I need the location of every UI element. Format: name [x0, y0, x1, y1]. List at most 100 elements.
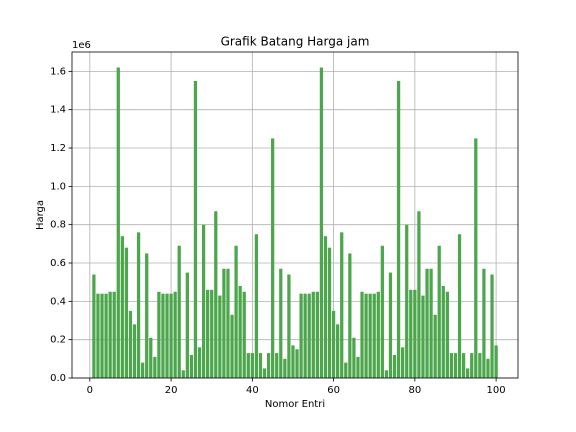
bar: [242, 291, 246, 378]
bar: [478, 353, 482, 378]
bar: [482, 268, 486, 378]
bar: [441, 286, 445, 378]
bar: [311, 291, 315, 378]
bar: [466, 368, 470, 378]
bar: [425, 268, 429, 378]
bar: [470, 353, 474, 378]
bar: [287, 274, 291, 378]
bar: [315, 291, 319, 378]
bar: [356, 356, 360, 378]
bar: [336, 324, 340, 378]
x-tick-label: 100: [487, 385, 506, 396]
bar: [388, 272, 393, 378]
bar: [149, 337, 153, 378]
y-tick-label: 1.4: [50, 105, 66, 116]
bar: [214, 211, 218, 378]
bar: [275, 353, 279, 378]
x-tick-label: 0: [87, 385, 93, 396]
bar: [201, 224, 206, 378]
bar: [364, 293, 368, 378]
bar: [157, 291, 161, 378]
y-tick-label: 0.0: [50, 373, 66, 384]
bar: [396, 80, 401, 378]
bar: [92, 274, 96, 378]
bar: [120, 236, 124, 378]
bar: [344, 362, 348, 378]
bar: [136, 232, 141, 378]
bar: [307, 293, 311, 378]
bar: [457, 234, 462, 378]
y-tick-label: 0.8: [50, 220, 66, 231]
y-tick-label: 0.2: [50, 335, 66, 346]
bar: [486, 358, 490, 378]
bar: [283, 358, 287, 378]
bar: [250, 353, 254, 378]
bar: [413, 289, 417, 378]
bar: [226, 268, 230, 378]
bar: [384, 370, 389, 378]
bar: [401, 347, 405, 378]
bar: [303, 293, 307, 378]
bar: [348, 253, 352, 378]
bar: [185, 272, 189, 378]
bar: [165, 293, 169, 378]
bar: [258, 353, 263, 378]
bar: [494, 345, 498, 378]
bar: [234, 245, 238, 378]
bar: [421, 295, 425, 378]
bar: [173, 291, 177, 378]
y-tick-label: 0.4: [50, 296, 66, 307]
bar: [445, 291, 449, 378]
bar: [177, 245, 181, 378]
bar: [193, 80, 198, 378]
bar: [429, 268, 433, 378]
y-tick-label: 1.6: [50, 66, 66, 77]
bar: [295, 349, 299, 378]
bar: [409, 289, 413, 378]
bar: [132, 324, 137, 378]
bar: [266, 353, 271, 378]
bar: [474, 138, 478, 378]
bar: [230, 314, 234, 378]
bar: [360, 291, 364, 378]
bar: [128, 310, 133, 378]
bar: [218, 295, 222, 378]
bar: [380, 245, 384, 378]
bar: [181, 370, 185, 378]
bar: [116, 67, 120, 379]
bar: [368, 293, 372, 378]
bar: [112, 291, 116, 378]
bar: [453, 353, 458, 378]
bar: [145, 253, 149, 378]
bar: [197, 347, 202, 378]
y-tick-label: 1.0: [50, 181, 66, 192]
bar: [254, 234, 259, 378]
bar: [96, 293, 100, 378]
bar: [405, 224, 409, 378]
bar: [299, 293, 303, 378]
bar: [327, 247, 332, 378]
x-tick-label: 60: [327, 385, 340, 396]
bar: [169, 293, 173, 378]
bar: [372, 293, 376, 378]
bar: [222, 268, 226, 378]
bar: [461, 353, 466, 378]
bar: [376, 291, 380, 378]
bar: [279, 268, 283, 378]
x-axis-label: Nomor Entri: [265, 399, 325, 410]
bar: [108, 291, 112, 378]
bar: [319, 67, 324, 379]
bar: [449, 353, 454, 378]
bar: [291, 345, 295, 378]
bar: [490, 274, 494, 378]
y-offset-label: 1e6: [72, 40, 91, 51]
y-axis-label: Harga: [35, 200, 46, 230]
x-tick-label: 80: [408, 385, 421, 396]
bar: [433, 314, 437, 378]
x-tick-label: 40: [246, 385, 259, 396]
bar: [271, 138, 275, 378]
bar: [246, 353, 250, 378]
bar: [104, 293, 108, 378]
y-tick-label: 1.2: [50, 143, 66, 154]
